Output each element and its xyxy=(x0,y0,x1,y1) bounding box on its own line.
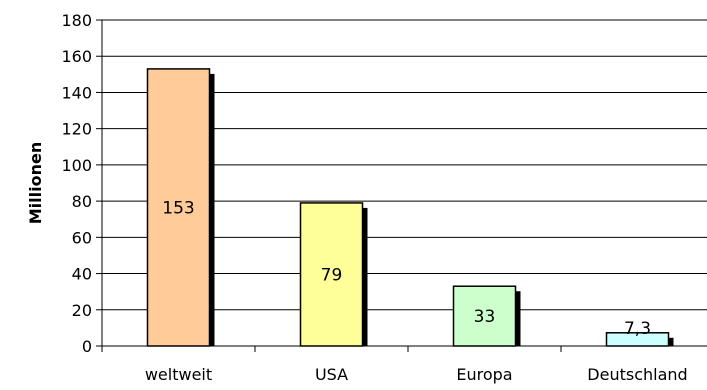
data-label: 153 xyxy=(162,198,194,218)
x-category-label: weltweit xyxy=(145,365,212,384)
y-tick-label: 160 xyxy=(61,47,92,66)
x-category-label: USA xyxy=(315,365,348,384)
x-category-label: Europa xyxy=(456,365,512,384)
y-tick-label: 180 xyxy=(61,11,92,30)
bar-weltweit xyxy=(146,68,211,347)
y-tick-label: 120 xyxy=(61,120,92,139)
data-label: 7,3 xyxy=(624,319,651,339)
y-tick-label: 80 xyxy=(72,192,92,211)
y-tick-label: 140 xyxy=(61,83,92,102)
y-axis-title: Millionen xyxy=(26,142,45,224)
bar-deutschland xyxy=(605,332,670,347)
x-category-label: Deutschland xyxy=(587,365,687,384)
data-label: 79 xyxy=(321,265,343,285)
bar-usa xyxy=(299,202,364,347)
y-axis: 0 20 40 60 80 100 120 140 160 180 xyxy=(61,11,103,356)
data-labels: 153 79 33 7,3 xyxy=(162,198,651,338)
y-tick-label: 60 xyxy=(72,228,92,247)
data-label: 33 xyxy=(474,307,496,327)
bars xyxy=(146,68,674,347)
x-axis: weltweit USA Europa Deutschland xyxy=(101,345,707,384)
y-tick-label: 100 xyxy=(61,156,92,175)
y-tick-label: 40 xyxy=(72,265,92,284)
y-tick-label: 0 xyxy=(82,337,92,356)
bar-europa xyxy=(452,285,517,347)
y-tick-label: 20 xyxy=(72,301,92,320)
